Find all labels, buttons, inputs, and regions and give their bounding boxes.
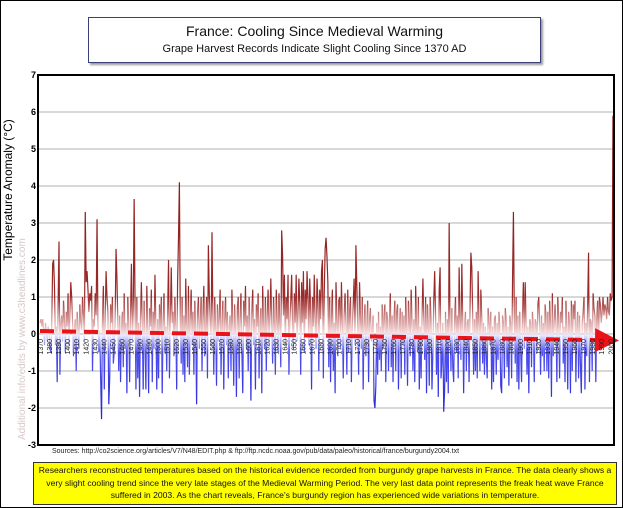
x-tick-label: 1440	[101, 339, 108, 355]
x-tick-label: 1820	[445, 339, 452, 355]
x-tick-label: 1550	[201, 339, 208, 355]
x-tick-label: 1850	[473, 339, 480, 355]
y-tick-label: 5	[31, 144, 36, 154]
y-tick-label: -3	[28, 440, 36, 450]
watermark: Additional info/edits by www.c3headlines…	[17, 238, 28, 440]
x-tick-label: 2000	[608, 339, 615, 355]
x-tick-label: 1960	[572, 339, 579, 355]
y-tick-label: 4	[31, 181, 36, 191]
trend-line	[39, 328, 619, 353]
x-tick-label: 1540	[192, 339, 199, 355]
x-tick-label: 1500	[156, 339, 163, 355]
y-axis-label: Temperature Anomaly (°C)	[1, 119, 15, 261]
x-tick-label: 1910	[527, 339, 534, 355]
x-tick-label: 1750	[382, 339, 389, 355]
x-tick-label: 1780	[409, 339, 416, 355]
x-tick-label: 1930	[545, 339, 552, 355]
x-tick-label: 1530	[183, 339, 190, 355]
x-tick-label: 1950	[563, 339, 570, 355]
x-tick-label: 1490	[147, 339, 154, 355]
x-tick-label: 1640	[282, 339, 289, 355]
x-tick-label: 1650	[291, 339, 298, 355]
x-tick-label: 1610	[255, 339, 262, 355]
x-tick-label: 1480	[138, 339, 145, 355]
x-tick-label: 1740	[373, 339, 380, 355]
x-tick-label: 1580	[228, 339, 235, 355]
x-tick-label: 1570	[219, 339, 226, 355]
x-tick-label: 1970	[581, 339, 588, 355]
title-box: France: Cooling Since Medieval Warming G…	[88, 17, 541, 63]
x-tick-label: 1710	[346, 339, 353, 355]
chart-subtitle: Grape Harvest Records Indicate Slight Co…	[162, 43, 467, 55]
x-tick-label: 1630	[273, 339, 280, 355]
x-tick-label: 1680	[319, 339, 326, 355]
x-tick-label: 1660	[301, 339, 308, 355]
x-tick-label: 1830	[454, 339, 461, 355]
y-tick-label: -2	[28, 403, 36, 413]
x-tick-label: 1770	[400, 339, 407, 355]
x-tick-label: 1870	[491, 339, 498, 355]
x-tick-label: 1980	[590, 339, 597, 355]
y-tick-label: 7	[31, 70, 36, 80]
x-tick-label: 1890	[509, 339, 516, 355]
y-tick-label: 2	[31, 255, 36, 265]
source-text: Sources: http://co2science.org/articles/…	[52, 448, 460, 455]
x-tick-label: 1720	[355, 339, 362, 355]
x-tick-label: 1380	[47, 339, 54, 355]
y-tick-label: -1	[28, 366, 36, 376]
series-line	[39, 115, 614, 420]
x-tick-label: 1430	[92, 339, 99, 355]
y-tick-label: 3	[31, 218, 36, 228]
x-tick-label: 1730	[364, 339, 371, 355]
x-tick-label: 1670	[310, 339, 317, 355]
x-tick-label: 1860	[482, 339, 489, 355]
x-tick-label: 1370	[38, 339, 45, 355]
x-tick-label: 1620	[264, 339, 271, 355]
x-tick-label: 1900	[518, 339, 525, 355]
x-tick-label: 1560	[210, 339, 217, 355]
chart-title: France: Cooling Since Medieval Warming	[185, 23, 444, 39]
x-tick-label: 1520	[174, 339, 181, 355]
x-tick-label: 1510	[165, 339, 172, 355]
x-tick-label: 1790	[418, 339, 425, 355]
x-tick-label: 1800	[427, 339, 434, 355]
x-tick-label: 1990	[599, 339, 606, 355]
x-tick-label: 1880	[500, 339, 507, 355]
x-tick-label: 1600	[246, 339, 253, 355]
y-tick-label: 0	[31, 329, 36, 339]
x-tick-label: 1590	[237, 339, 244, 355]
y-tick-label: 1	[31, 292, 36, 302]
x-tick-label: 1410	[74, 339, 81, 355]
x-tick-label: 1460	[119, 339, 126, 355]
x-tick-label: 1920	[536, 339, 543, 355]
x-tick-label: 1700	[337, 339, 344, 355]
x-tick-label: 1690	[328, 339, 335, 355]
note-box: Researchers reconstructed temperatures b…	[33, 462, 617, 505]
x-tick-label: 1400	[65, 339, 72, 355]
x-tick-label: 1940	[554, 339, 561, 355]
x-tick-label: 1450	[110, 339, 117, 355]
x-tick-label: 1420	[83, 339, 90, 355]
plot-area	[37, 74, 615, 446]
x-tick-label: 1390	[56, 339, 63, 355]
y-tick-label: 6	[31, 107, 36, 117]
x-tick-label: 1840	[463, 339, 470, 355]
x-tick-label: 1810	[436, 339, 443, 355]
x-tick-label: 1760	[391, 339, 398, 355]
x-tick-label: 1470	[129, 339, 136, 355]
